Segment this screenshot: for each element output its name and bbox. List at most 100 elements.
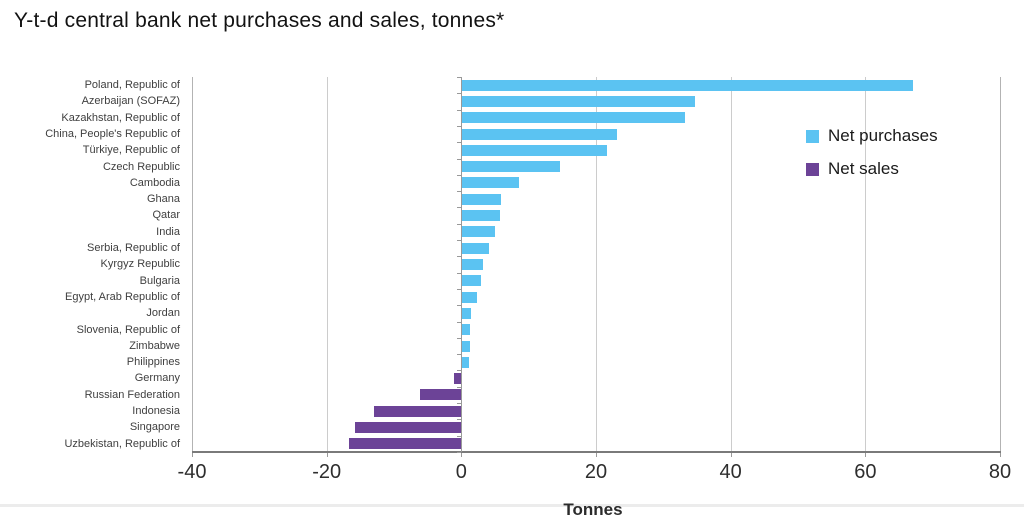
- zero-axis-row-tick: [457, 191, 462, 193]
- plot-area: [192, 77, 1001, 453]
- zero-axis-line: [461, 77, 463, 452]
- x-axis-tick: [461, 453, 463, 457]
- net-purchases-bar-7: [462, 193, 502, 205]
- category-label: Jordan: [146, 307, 180, 320]
- zero-axis-row-tick: [457, 174, 462, 176]
- x-tick-label-80: 80: [988, 461, 1012, 483]
- x-axis-tick: [1000, 453, 1001, 457]
- zero-axis-row-tick: [457, 321, 462, 323]
- zero-axis-row-tick: [457, 452, 462, 453]
- net-purchases-bar-5: [462, 161, 560, 173]
- net-purchases-bar-17: [462, 356, 470, 368]
- net-sales-bar-20: [373, 405, 462, 417]
- net-purchases-swatch-icon: [806, 129, 819, 143]
- zero-axis-row-tick: [457, 403, 462, 405]
- x-tick-label-20: 20: [584, 461, 608, 483]
- legend: Net purchases Net sales: [806, 126, 938, 192]
- category-label: Kyrgyz Republic: [100, 258, 180, 271]
- zero-axis-row-tick: [457, 109, 462, 111]
- net-sales-bar-19: [419, 389, 462, 401]
- x-tick-label-0: 0: [455, 461, 467, 483]
- category-label: Indonesia: [132, 405, 180, 418]
- zero-axis-row-tick: [457, 386, 462, 388]
- net-purchases-bar-11: [462, 259, 483, 270]
- gridline-40: [730, 77, 732, 452]
- x-tick-label--40: -40: [177, 461, 207, 483]
- zero-axis-row-tick: [457, 272, 462, 274]
- zero-axis-row-tick: [457, 419, 462, 421]
- category-label: Poland, Republic of: [84, 79, 180, 91]
- category-label: Cambodia: [129, 176, 180, 189]
- zero-axis-row-tick: [457, 354, 462, 356]
- net-purchases-bar-10: [462, 242, 490, 254]
- gridline--40: [192, 77, 193, 452]
- zero-axis-row-tick: [457, 305, 462, 307]
- x-axis-tick: [730, 453, 732, 457]
- category-label: Azerbaijan (SOFAZ): [81, 95, 180, 108]
- zero-axis-row-tick: [457, 370, 462, 372]
- zero-axis-row-tick: [457, 288, 462, 290]
- x-axis-title: Tonnes: [563, 500, 623, 519]
- net-purchases-bar-1: [462, 95, 695, 107]
- category-label: Türkiye, Republic of: [82, 144, 180, 157]
- x-axis-tick: [865, 453, 867, 457]
- zero-axis-row-tick: [457, 207, 462, 209]
- category-label: Singapore: [129, 421, 180, 434]
- category-label: Philippines: [126, 356, 180, 369]
- category-label: Bulgaria: [139, 274, 180, 287]
- legend-item-net-sales: Net sales: [806, 159, 938, 179]
- gridline-20: [596, 77, 597, 452]
- net-purchases-bar-0: [462, 79, 914, 91]
- net-purchases-bar-3: [462, 128, 618, 140]
- zero-axis-row-tick: [457, 125, 462, 127]
- net-purchases-bar-2: [462, 112, 685, 124]
- gridline--20: [326, 77, 328, 452]
- zero-axis-row-tick: [457, 223, 462, 225]
- zero-axis-row-tick: [457, 158, 462, 160]
- category-label: Ghana: [146, 193, 180, 206]
- zero-axis-row-tick: [457, 337, 462, 339]
- category-label: Egypt, Arab Republic of: [65, 290, 180, 303]
- net-sales-bar-21: [354, 422, 462, 434]
- net-purchases-bar-9: [462, 226, 495, 238]
- x-axis-tick: [596, 453, 597, 457]
- net-purchases-bar-6: [462, 177, 519, 189]
- zero-axis-row-tick: [457, 435, 462, 437]
- zero-axis-row-tick: [457, 240, 462, 242]
- category-label: Kazakhstan, Republic of: [61, 111, 180, 124]
- legend-label-net-sales: Net sales: [828, 159, 899, 178]
- net-sales-bar-22: [348, 438, 462, 450]
- category-label: India: [156, 225, 180, 238]
- category-label: Serbia, Republic of: [87, 242, 180, 255]
- net-purchases-bar-4: [462, 144, 608, 156]
- zero-axis-row-tick: [457, 256, 462, 258]
- x-axis-line: [192, 451, 1001, 453]
- legend-label-net-purchases: Net purchases: [828, 126, 938, 145]
- x-tick-label--20: -20: [312, 461, 342, 483]
- zero-axis-row-tick: [457, 142, 462, 144]
- chart-title: Y-t-d central bank net purchases and sal…: [14, 9, 505, 32]
- category-label: Czech Republic: [102, 160, 180, 173]
- net-sales-swatch-icon: [806, 162, 819, 176]
- category-label: Germany: [134, 372, 180, 385]
- x-axis-tick: [192, 453, 193, 457]
- legend-item-net-purchases: Net purchases: [806, 126, 938, 146]
- category-label: Zimbabwe: [129, 339, 180, 352]
- category-label: Qatar: [152, 209, 180, 222]
- x-tick-label-40: 40: [719, 461, 742, 483]
- net-sales-bar-18: [453, 373, 462, 385]
- x-tick-label-60: 60: [854, 461, 877, 483]
- net-purchases-bar-13: [462, 291, 478, 303]
- category-label: Russian Federation: [84, 388, 180, 401]
- cropped-text-artifact: [0, 504, 1024, 507]
- category-label: Uzbekistan, Republic of: [64, 437, 180, 450]
- net-purchases-bar-8: [462, 210, 501, 222]
- x-axis-tick: [326, 453, 328, 457]
- gridline-60: [865, 77, 867, 452]
- net-purchases-bar-16: [462, 340, 470, 352]
- zero-axis-row-tick: [457, 77, 462, 78]
- category-label: Slovenia, Republic of: [76, 323, 180, 336]
- zero-axis-row-tick: [457, 93, 462, 95]
- gridline-80: [1000, 77, 1001, 452]
- net-purchases-bar-15: [462, 324, 471, 336]
